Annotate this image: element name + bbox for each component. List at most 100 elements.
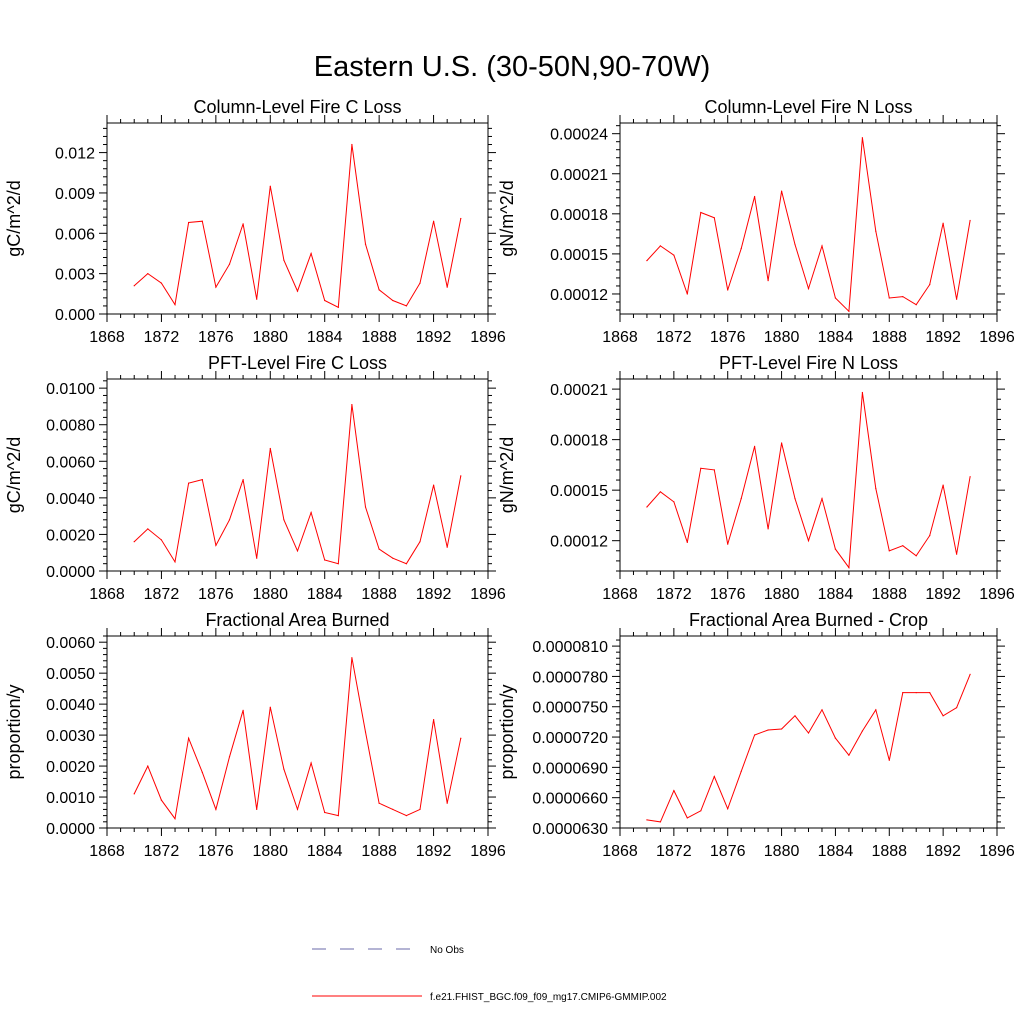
data-point (740, 498, 742, 500)
data-point (807, 288, 810, 290)
x-tick-label: 1872 (656, 586, 692, 603)
data-point (460, 475, 462, 477)
x-tick-label: 1892 (925, 329, 961, 346)
data-point (378, 802, 380, 804)
data-point (700, 467, 702, 469)
x-tick-label: 1876 (710, 843, 746, 860)
y-tick-label: 0.0060 (46, 635, 95, 652)
y-tick-label: 0.0010 (46, 790, 95, 807)
data-point (713, 469, 715, 471)
data-point (807, 732, 810, 734)
panel-5: Fractional Area Burned proportion/y 1868 18… (4, 610, 506, 860)
data-point (405, 815, 407, 817)
data-point (686, 817, 688, 819)
data-point (888, 759, 890, 761)
panel-title: PFT-Level Fire C Loss (208, 353, 387, 373)
data-point (256, 808, 258, 811)
y-axis-label: proportion/y (4, 684, 24, 779)
data-point (727, 289, 729, 291)
panel-title: Column-Level Fire N Loss (704, 97, 912, 117)
panel-1: Column-Level Fire C Loss gC/m^2/d 1868 1872… (4, 97, 506, 346)
plot-frame (619, 122, 998, 315)
data-point (713, 775, 715, 778)
data-point (174, 818, 176, 820)
data-point (915, 692, 917, 694)
data-point (269, 185, 271, 187)
data-point (160, 282, 162, 284)
panel-title: Fractional Area Burned (205, 610, 389, 630)
data-point (915, 304, 917, 306)
y-tick-label: 0.0020 (46, 759, 95, 776)
series-line (646, 392, 971, 569)
x-tick-label: 1888 (361, 586, 397, 603)
data-point (807, 540, 810, 542)
x-tick-label: 1872 (144, 329, 180, 346)
y-tick-label: 0.0000810 (532, 639, 608, 656)
data-point (767, 528, 769, 530)
data-point (969, 219, 971, 222)
x-tick-label: 1892 (925, 843, 961, 860)
data-point (673, 254, 675, 256)
y-tick-label: 0.0000750 (532, 700, 608, 717)
y-tick-label: 0.0000 (46, 821, 95, 838)
y-axis-label: gN/m^2/d (497, 437, 517, 513)
data-point (767, 280, 769, 282)
data-point (242, 709, 244, 711)
x-tick-label: 1888 (871, 329, 907, 346)
data-point (283, 519, 285, 521)
data-point (133, 793, 135, 795)
x-tick-label: 1880 (764, 586, 800, 603)
x-tick-label: 1880 (764, 329, 800, 346)
data-point (875, 709, 877, 711)
y-tick-label: 0.0100 (46, 381, 95, 398)
data-point (673, 501, 675, 503)
plot-frame (106, 122, 489, 315)
data-point (201, 479, 203, 481)
data-point (337, 815, 339, 817)
y-tick-label: 0.012 (55, 146, 95, 163)
data-point (296, 550, 299, 552)
data-point (956, 707, 958, 709)
data-point (821, 709, 823, 711)
y-tick-label: 0.0000630 (532, 821, 608, 838)
data-point (337, 306, 339, 308)
x-tick-label: 1872 (656, 843, 692, 860)
data-point (888, 550, 890, 552)
data-point (686, 293, 688, 295)
data-point (888, 297, 890, 299)
data-point (133, 285, 135, 287)
data-point (201, 771, 203, 773)
data-point (646, 506, 648, 508)
data-point (460, 217, 462, 220)
data-point (929, 535, 931, 537)
data-point (433, 484, 435, 486)
data-point (215, 808, 217, 811)
x-tick-label: 1892 (416, 843, 452, 860)
data-point (324, 811, 326, 814)
data-point (821, 245, 823, 247)
plot-frame (106, 378, 489, 572)
data-point (433, 220, 435, 222)
y-axis-label: proportion/y (497, 684, 517, 779)
data-point (875, 230, 877, 232)
y-tick-label: 0.00018 (550, 207, 608, 224)
data-point (902, 296, 904, 298)
data-point (364, 243, 367, 245)
data-point (646, 260, 648, 262)
y-tick-label: 0.0000690 (532, 760, 608, 777)
x-tick-label: 1876 (710, 586, 746, 603)
data-point (446, 802, 448, 804)
data-point (686, 541, 688, 544)
y-axis-label: gC/m^2/d (4, 180, 24, 256)
data-point (767, 729, 769, 731)
data-point (405, 563, 407, 565)
series-line (646, 674, 971, 823)
x-tick-label: 1868 (89, 586, 125, 603)
data-point (269, 706, 271, 708)
x-tick-label: 1896 (979, 329, 1015, 346)
data-point (446, 546, 448, 548)
x-tick-label: 1884 (818, 843, 854, 860)
x-tick-label: 1888 (361, 329, 397, 346)
data-point (848, 567, 850, 569)
